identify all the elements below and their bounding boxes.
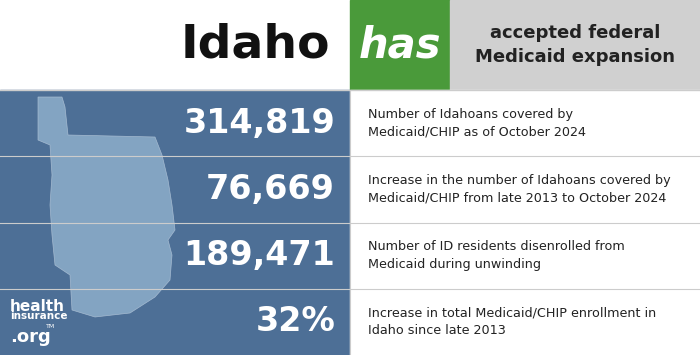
Text: 32%: 32% [256,305,335,338]
Text: Number of Idahoans covered by
Medicaid/CHIP as of October 2024: Number of Idahoans covered by Medicaid/C… [368,108,586,138]
Bar [450,0,700,90]
Text: Increase in the number of Idahoans covered by
Medicaid/CHIP from late 2013 to Oc: Increase in the number of Idahoans cover… [368,174,671,204]
Text: has: has [358,24,441,66]
Text: TM: TM [46,324,55,329]
Text: Number of ID residents disenrolled from
Medicaid during unwinding: Number of ID residents disenrolled from … [368,240,624,271]
Polygon shape [38,97,175,317]
Text: 314,819: 314,819 [183,106,335,140]
Text: Idaho: Idaho [181,22,330,67]
Text: .org: .org [10,328,50,346]
Bar [0,90,350,355]
Text: health: health [10,299,65,314]
Text: accepted federal
Medicaid expansion: accepted federal Medicaid expansion [475,23,675,66]
Bar [350,0,450,90]
Text: 189,471: 189,471 [183,239,335,272]
Text: Increase in total Medicaid/CHIP enrollment in
Idaho since late 2013: Increase in total Medicaid/CHIP enrollme… [368,307,657,337]
Bar [350,90,700,355]
Text: insurance: insurance [10,311,67,321]
Text: 76,669: 76,669 [206,173,335,206]
Bar [0,0,350,90]
